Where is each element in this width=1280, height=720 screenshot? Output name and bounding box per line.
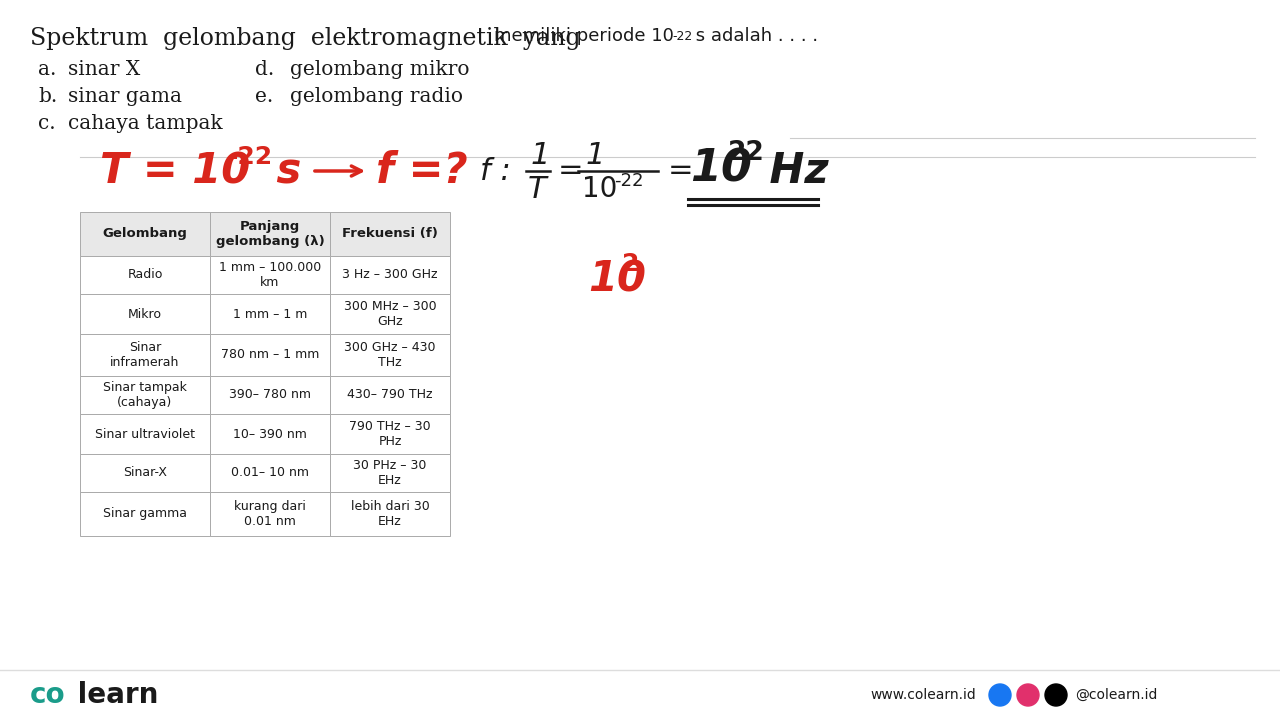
Bar bbox=[79, 212, 210, 256]
Text: 300 MHz – 300
GHz: 300 MHz – 300 GHz bbox=[344, 300, 436, 328]
Text: 430– 790 THz: 430– 790 THz bbox=[347, 389, 433, 402]
Text: Hz: Hz bbox=[755, 150, 828, 192]
Text: kurang dari
0.01 nm: kurang dari 0.01 nm bbox=[234, 500, 306, 528]
Text: a.: a. bbox=[38, 60, 56, 79]
Text: 1: 1 bbox=[586, 140, 605, 169]
Bar bbox=[330, 492, 451, 536]
Text: 10: 10 bbox=[690, 148, 753, 191]
Text: 0.01– 10 nm: 0.01– 10 nm bbox=[230, 467, 308, 480]
Text: e.: e. bbox=[255, 87, 273, 106]
Bar bbox=[330, 334, 451, 376]
Bar bbox=[210, 334, 330, 376]
Bar bbox=[210, 212, 330, 256]
Bar bbox=[330, 256, 451, 294]
Bar bbox=[210, 492, 330, 536]
Text: Mikro: Mikro bbox=[128, 307, 163, 320]
Text: gelombang mikro: gelombang mikro bbox=[291, 60, 470, 79]
Text: f :: f : bbox=[480, 156, 511, 186]
Bar bbox=[330, 414, 451, 454]
Text: Frekuensi (f): Frekuensi (f) bbox=[342, 228, 438, 240]
Text: Sinar ultraviolet: Sinar ultraviolet bbox=[95, 428, 195, 441]
Text: 390– 780 nm: 390– 780 nm bbox=[229, 389, 311, 402]
Bar bbox=[79, 414, 210, 454]
Text: f =?: f =? bbox=[376, 150, 467, 192]
Text: 1 mm – 100.000
km: 1 mm – 100.000 km bbox=[219, 261, 321, 289]
Text: s: s bbox=[262, 150, 301, 192]
Text: -22: -22 bbox=[228, 145, 273, 169]
Text: lebih dari 30
EHz: lebih dari 30 EHz bbox=[351, 500, 429, 528]
Text: d.: d. bbox=[255, 60, 274, 79]
Text: www.colearn.id: www.colearn.id bbox=[870, 688, 975, 702]
Text: -22: -22 bbox=[614, 172, 644, 190]
Text: Gelombang: Gelombang bbox=[102, 228, 187, 240]
Text: Spektrum  gelombang  elektromagnetik  yang: Spektrum gelombang elektromagnetik yang bbox=[29, 27, 581, 50]
Bar bbox=[79, 256, 210, 294]
Text: learn: learn bbox=[68, 681, 159, 709]
Text: 2: 2 bbox=[622, 252, 640, 276]
Text: Panjang
gelombang (λ): Panjang gelombang (λ) bbox=[215, 220, 324, 248]
Bar bbox=[79, 334, 210, 376]
Text: Sinar tampak
(cahaya): Sinar tampak (cahaya) bbox=[104, 381, 187, 409]
Bar bbox=[210, 414, 330, 454]
Text: cahaya tampak: cahaya tampak bbox=[68, 114, 223, 133]
Text: b.: b. bbox=[38, 87, 58, 106]
Text: 3 Hz – 300 GHz: 3 Hz – 300 GHz bbox=[342, 269, 438, 282]
Text: co: co bbox=[29, 681, 65, 709]
Text: Sinar gamma: Sinar gamma bbox=[102, 508, 187, 521]
Bar bbox=[210, 294, 330, 334]
Bar bbox=[210, 256, 330, 294]
Text: 22: 22 bbox=[728, 140, 764, 166]
Text: -22: -22 bbox=[672, 30, 692, 43]
Text: s adalah . . . .: s adalah . . . . bbox=[690, 27, 818, 45]
Text: sinar gama: sinar gama bbox=[68, 87, 182, 106]
Text: c.: c. bbox=[38, 114, 55, 133]
Text: 30 PHz – 30
EHz: 30 PHz – 30 EHz bbox=[353, 459, 426, 487]
Text: T: T bbox=[529, 174, 547, 204]
Text: 1: 1 bbox=[531, 140, 550, 169]
Text: T = 10: T = 10 bbox=[100, 150, 251, 192]
Text: Sinar-X: Sinar-X bbox=[123, 467, 166, 480]
Text: 10: 10 bbox=[582, 175, 617, 203]
Bar bbox=[79, 294, 210, 334]
Bar bbox=[79, 492, 210, 536]
Text: 10: 10 bbox=[588, 259, 646, 301]
Text: Sinar
inframerah: Sinar inframerah bbox=[110, 341, 179, 369]
Bar bbox=[330, 376, 451, 414]
Text: =: = bbox=[668, 156, 694, 186]
Circle shape bbox=[1044, 684, 1068, 706]
Bar bbox=[79, 454, 210, 492]
Text: sinar X: sinar X bbox=[68, 60, 141, 79]
Bar bbox=[330, 212, 451, 256]
Text: 10– 390 nm: 10– 390 nm bbox=[233, 428, 307, 441]
Text: =: = bbox=[558, 156, 584, 186]
Text: 1 mm – 1 m: 1 mm – 1 m bbox=[233, 307, 307, 320]
Bar bbox=[210, 376, 330, 414]
Bar bbox=[79, 376, 210, 414]
Text: 780 nm – 1 mm: 780 nm – 1 mm bbox=[221, 348, 319, 361]
Text: gelombang radio: gelombang radio bbox=[291, 87, 463, 106]
Text: @colearn.id: @colearn.id bbox=[1075, 688, 1157, 702]
Text: Radio: Radio bbox=[127, 269, 163, 282]
Text: memiliki periode 10: memiliki periode 10 bbox=[494, 27, 673, 45]
Bar bbox=[330, 454, 451, 492]
Text: 790 THz – 30
PHz: 790 THz – 30 PHz bbox=[349, 420, 431, 448]
Bar bbox=[210, 454, 330, 492]
Text: 300 GHz – 430
THz: 300 GHz – 430 THz bbox=[344, 341, 435, 369]
Bar bbox=[330, 294, 451, 334]
Circle shape bbox=[989, 684, 1011, 706]
Circle shape bbox=[1018, 684, 1039, 706]
